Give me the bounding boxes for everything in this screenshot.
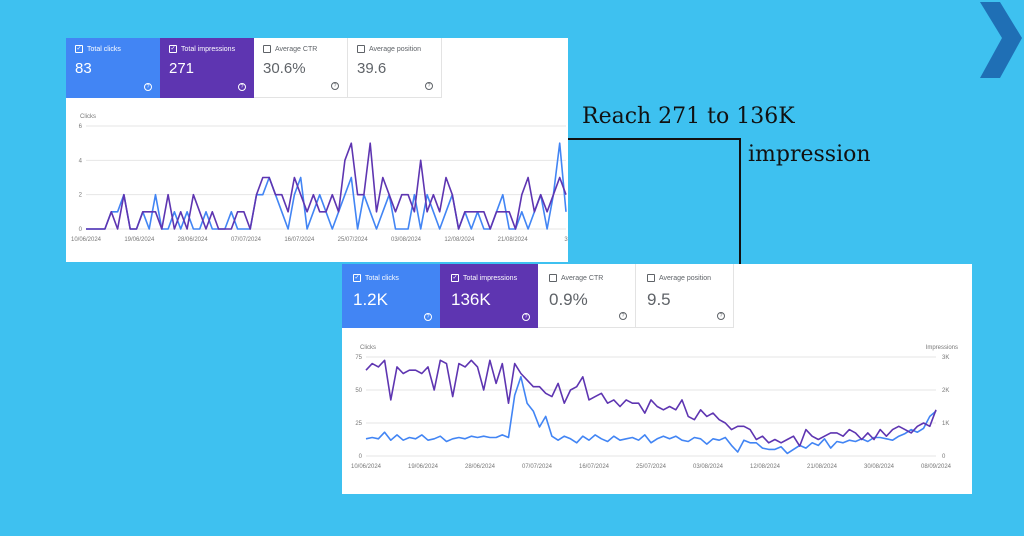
x-tick-label: 07/07/2024 — [522, 464, 553, 470]
x-tick-label: 28/06/2024 — [178, 237, 209, 243]
bottom-average-position-card[interactable]: Average position 9.5 ? — [636, 264, 734, 328]
y-axis-label: Clicks — [80, 114, 96, 120]
metric-label: Average CTR — [561, 274, 604, 282]
metric-value: 271 — [169, 60, 195, 77]
checkbox-icon[interactable]: ✓ — [169, 45, 177, 53]
y-tick-label: 4 — [79, 158, 83, 164]
metric-label: Average CTR — [275, 45, 318, 53]
series-line-total-clicks — [365, 376, 937, 455]
help-icon[interactable]: ? — [424, 313, 432, 321]
x-tick-label: 07/07/2024 — [231, 237, 262, 243]
top-metric-cards: ✓ Total clicks 83 ? ✓ Total impressions 27… — [66, 38, 442, 98]
checkbox-icon[interactable] — [549, 274, 557, 282]
metric-label: Total clicks — [365, 274, 399, 282]
x-tick-label: 19/06/2024 — [124, 237, 155, 243]
metric-label: Total impressions — [463, 274, 518, 282]
top-average-position-card[interactable]: Average position 39.6 ? — [348, 38, 442, 98]
metric-label: Average position — [659, 274, 712, 282]
x-tick-label: 10/06/2024 — [71, 237, 102, 243]
bottom-clicks-impressions-chart: 0 25 50 75 0 1K 2K 3K Impressions Clicks 10/06/202… — [351, 345, 958, 470]
metric-label: Total impressions — [181, 45, 236, 53]
bottom-performance-panel: 0 25 50 75 0 1K 2K 3K Impressions Clicks 10/06/202… — [342, 264, 972, 494]
x-tick-label: 25/07/2024 — [338, 237, 369, 243]
help-icon[interactable]: ? — [144, 83, 152, 91]
y2-tick-label: 2K — [942, 388, 949, 394]
top-average-ctr-card[interactable]: Average CTR 30.6% ? — [254, 38, 348, 98]
y-tick-label: 50 — [355, 388, 362, 394]
y-axis-label: Clicks — [360, 345, 376, 351]
x-tick-label: 03/08/2024 — [693, 464, 724, 470]
x-tick-label: 3 — [564, 237, 568, 243]
metric-value: 0.9% — [549, 290, 588, 309]
x-tick-label: 03/08/2024 — [391, 237, 422, 243]
help-icon[interactable]: ? — [238, 83, 246, 91]
chevron-right-icon — [980, 2, 1022, 78]
annotation-line-2: impression — [748, 142, 871, 167]
x-tick-label: 16/07/2024 — [284, 237, 315, 243]
metric-value: 39.6 — [357, 60, 387, 77]
y2-tick-label: 1K — [942, 421, 949, 427]
x-tick-label: 12/08/2024 — [444, 237, 475, 243]
metric-value: 1.2K — [353, 290, 388, 309]
metric-label: Total clicks — [87, 45, 121, 53]
x-tick-label: 12/08/2024 — [750, 464, 781, 470]
top-total-clicks-card[interactable]: ✓ Total clicks 83 ? — [66, 38, 160, 98]
metric-value: 136K — [451, 290, 491, 309]
y-tick-label: 25 — [355, 421, 362, 427]
x-tick-label: 08/09/2024 — [921, 464, 952, 470]
y2-axis-label: Impressions — [926, 345, 958, 351]
checkbox-icon[interactable]: ✓ — [451, 274, 459, 282]
help-icon[interactable]: ? — [619, 312, 627, 320]
series-line-total-impressions — [86, 142, 567, 230]
x-tick-label: 21/08/2024 — [498, 237, 529, 243]
x-tick-label: 16/07/2024 — [579, 464, 610, 470]
metric-label: Average position — [369, 45, 422, 53]
bottom-metric-cards: ✓ Total clicks 1.2K ? ✓ Total impressions … — [342, 264, 734, 328]
y-tick-label: 0 — [79, 227, 83, 233]
help-icon[interactable]: ? — [522, 313, 530, 321]
y-tick-label: 75 — [355, 355, 362, 361]
annotation-line-1: Reach 271 to 136K — [582, 104, 795, 129]
x-tick-label: 21/08/2024 — [807, 464, 838, 470]
y-tick-label: 2 — [79, 193, 83, 199]
checkbox-icon[interactable]: ✓ — [353, 274, 361, 282]
checkbox-icon[interactable]: ✓ — [75, 45, 83, 53]
top-total-impressions-card[interactable]: ✓ Total impressions 271 ? — [160, 38, 254, 98]
help-icon[interactable]: ? — [425, 82, 433, 90]
metric-value: 9.5 — [647, 290, 671, 309]
help-icon[interactable]: ? — [717, 312, 725, 320]
bottom-total-clicks-card[interactable]: ✓ Total clicks 1.2K ? — [342, 264, 440, 328]
x-tick-label: 30/08/2024 — [864, 464, 895, 470]
x-tick-label: 25/07/2024 — [636, 464, 667, 470]
x-tick-label: 10/06/2024 — [351, 464, 382, 470]
y-tick-label: 6 — [79, 124, 83, 130]
checkbox-icon[interactable] — [357, 45, 365, 53]
help-icon[interactable]: ? — [331, 82, 339, 90]
y2-tick-label: 3K — [942, 355, 949, 361]
metric-value: 83 — [75, 60, 92, 77]
series-line-total-impressions — [365, 359, 937, 447]
bottom-average-ctr-card[interactable]: Average CTR 0.9% ? — [538, 264, 636, 328]
checkbox-icon[interactable] — [263, 45, 271, 53]
x-tick-label: 28/06/2024 — [465, 464, 496, 470]
connector-line — [739, 138, 741, 264]
top-performance-panel: 0 2 4 6 Clicks 10/06/2024 19/06/2024 28/06/2024… — [66, 38, 568, 262]
y2-tick-label: 0 — [942, 454, 946, 460]
top-clicks-chart: 0 2 4 6 Clicks 10/06/2024 19/06/2024 28/06/2024… — [71, 114, 568, 243]
bottom-total-impressions-card[interactable]: ✓ Total impressions 136K ? — [440, 264, 538, 328]
x-tick-label: 19/06/2024 — [408, 464, 439, 470]
checkbox-icon[interactable] — [647, 274, 655, 282]
connector-line — [568, 138, 740, 140]
series-line-total-clicks — [86, 142, 567, 230]
metric-value: 30.6% — [263, 60, 306, 77]
y-tick-label: 0 — [359, 454, 363, 460]
